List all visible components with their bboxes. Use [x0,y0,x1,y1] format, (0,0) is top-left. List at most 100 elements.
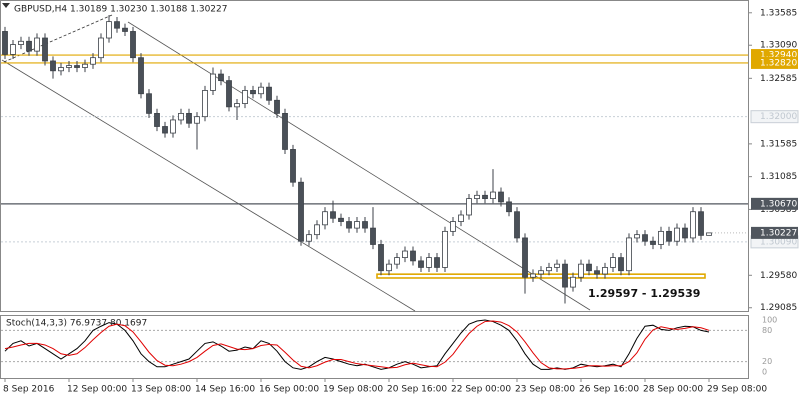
stoch-line [4,320,710,370]
candle-body [690,211,696,239]
candle-body [602,267,608,275]
level-label: 1.32820 [760,58,797,68]
current-price-label: 1.30227 [760,228,797,238]
candle-body [122,27,128,32]
candle-body [618,257,624,272]
candle-body [490,191,496,200]
candle-body [130,31,136,59]
y-tick-label: 1.33090 [760,41,797,51]
x-tick-label: 28 Sep 00:00 [643,385,703,395]
candle-body [170,119,176,134]
y-tick-label: 1.33585 [760,8,797,18]
level-label-box [750,110,799,124]
channel-upper [127,21,591,311]
candle-body [226,80,232,108]
candle-body [394,257,400,265]
y-tick-label: 1.31085 [760,172,797,182]
candle-body [106,21,112,39]
level-label-box [751,56,798,69]
candle-body [530,273,536,278]
candle-body [586,263,592,272]
candle-body [194,116,200,124]
candle-body [706,232,712,236]
candle-body [242,90,248,104]
level-label: 1.30670 [760,199,797,209]
x-tick-label: 23 Sep 08:00 [515,385,575,395]
candle-body [178,112,184,121]
candle-body [298,181,304,242]
stoch-tick-label: 20 [762,357,772,366]
candle-body [578,263,584,278]
candle-body [674,227,680,242]
candle-body [138,57,144,95]
x-tick-label: 19 Sep 08:00 [323,385,383,395]
candle-body [626,237,632,272]
candle-body [258,86,264,95]
candle-body [202,90,208,118]
candle-body [338,217,344,222]
candle-body [34,37,40,52]
level-label: 1.30090 [760,237,797,247]
x-tick-label: 12 Sep 00:00 [67,385,127,395]
candle-body [114,21,120,29]
x-tick-label: 13 Sep 08:00 [131,385,191,395]
candle-body [434,257,440,268]
candle-body [466,198,472,216]
chart-title: GBPUSD,H4 1.30189 1.30230 1.30188 1.3022… [14,5,227,15]
level-label-box [751,197,798,210]
candle-body [210,73,216,91]
candle-body [346,221,352,229]
y-tick-label: 1.31585 [760,139,797,149]
candle-body [42,37,48,62]
price-panel [0,0,749,312]
candle-body [562,263,568,288]
x-tick-label: 20 Sep 16:00 [387,385,447,395]
candle-body [266,86,272,101]
candle-body [378,244,384,272]
y-tick-label: 1.32585 [760,74,797,84]
candle-body [234,103,240,108]
candle-body [362,221,368,229]
candle-body [498,191,504,203]
x-tick-label: 8 Sep 2016 [3,385,55,395]
candle-body [610,257,616,268]
current-price-box [751,226,798,239]
candle-body [474,194,480,200]
candle-body [506,201,512,213]
candle-body [450,221,456,232]
candle-body [514,211,520,239]
candle-body [322,211,328,226]
x-tick-label: 29 Sep 08:00 [707,385,767,395]
candle-body [642,234,648,242]
candle-body [162,126,168,134]
candle-body [218,73,224,82]
candle-body [10,44,16,55]
candle-body [522,237,528,278]
candle-body [18,40,24,45]
x-tick-label: 14 Sep 16:00 [195,385,255,395]
channel-lower [1,59,416,312]
candle-body [482,194,488,200]
candle-body [290,149,296,183]
zone-label: 1.29597 - 1.29539 [588,287,700,300]
x-tick-label: 22 Sep 00:00 [451,385,511,395]
candle-body [154,112,160,127]
x-tick-label: 26 Sep 16:00 [579,385,639,395]
candle-body [50,60,56,72]
candle-body [250,90,256,95]
candle-body [698,211,704,236]
candle-body [370,227,376,245]
candle-body [330,211,336,219]
candle-body [354,221,360,229]
candle-body [306,234,312,242]
candle-body [98,37,104,59]
candle-body [538,270,544,275]
candle-body [634,234,640,239]
stoch-tick-label: 0 [762,368,767,377]
candle-body [554,263,560,268]
candle-body [418,260,424,268]
candle-body [26,40,32,52]
candle-body [570,276,576,288]
candle-body [682,227,688,239]
candle-body [650,240,656,245]
